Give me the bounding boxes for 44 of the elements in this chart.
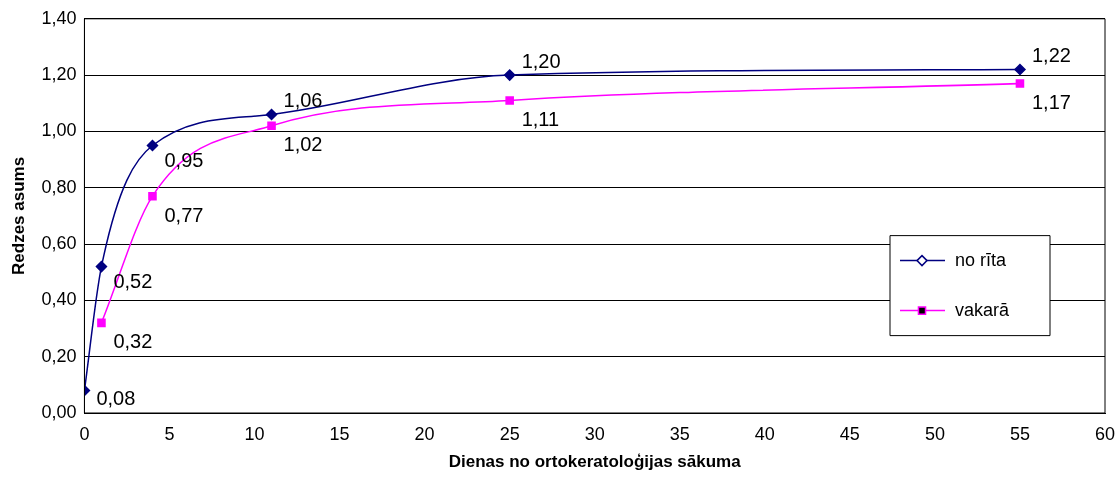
y-axis-title: Redzes asums — [8, 156, 28, 275]
y-tick-label: 0,60 — [41, 233, 77, 254]
x-tick-label: 0 — [79, 423, 90, 444]
data-label: 0,08 — [96, 386, 136, 409]
data-label: 0,32 — [113, 330, 153, 353]
x-tick-label: 5 — [164, 423, 175, 444]
x-tick-label: 30 — [584, 423, 605, 444]
data-label: 1,06 — [283, 89, 323, 112]
point — [267, 121, 276, 131]
x-tick-label: 60 — [1094, 423, 1116, 444]
x-tick-label: 15 — [329, 423, 350, 444]
y-tick-label: 0,00 — [41, 401, 77, 422]
x-tick-label: 45 — [839, 423, 860, 444]
point — [1015, 79, 1025, 88]
x-tick-label: 50 — [924, 423, 945, 444]
data-label: 1,02 — [283, 133, 323, 156]
y-tick-label: 1,00 — [41, 120, 77, 141]
x-tick-label: 20 — [414, 423, 435, 444]
point — [146, 139, 159, 152]
x-tick-label: 10 — [244, 423, 265, 444]
y-tick-label: 1,20 — [41, 64, 77, 85]
point — [95, 260, 108, 273]
x-tick-label: 35 — [669, 423, 690, 444]
point — [97, 318, 106, 328]
data-label: 1,11 — [521, 107, 560, 130]
y-tick-label: 1,40 — [41, 7, 77, 28]
x-tick-label: 40 — [754, 423, 775, 444]
x-tick-label: 25 — [499, 423, 520, 444]
data-label: 1,20 — [521, 49, 561, 72]
data-label: 1,22 — [1031, 44, 1071, 66]
y-tick-label: 0,80 — [41, 176, 77, 197]
data-label: 1,17 — [1031, 91, 1071, 114]
data-label: 0,77 — [164, 203, 204, 226]
point — [265, 108, 278, 121]
legend-label: no rīta — [955, 249, 1008, 270]
point — [148, 191, 157, 201]
point — [503, 69, 516, 81]
y-tick-label: 0,40 — [41, 289, 77, 310]
y-tick-label: 0,20 — [41, 345, 77, 366]
x-tick-label: 55 — [1009, 423, 1030, 444]
point — [505, 96, 514, 105]
legend-label: vakarā — [955, 299, 1011, 320]
point — [1014, 63, 1026, 76]
x-axis-title: Dienas no ortokeratoloģijas sākuma — [448, 452, 742, 472]
